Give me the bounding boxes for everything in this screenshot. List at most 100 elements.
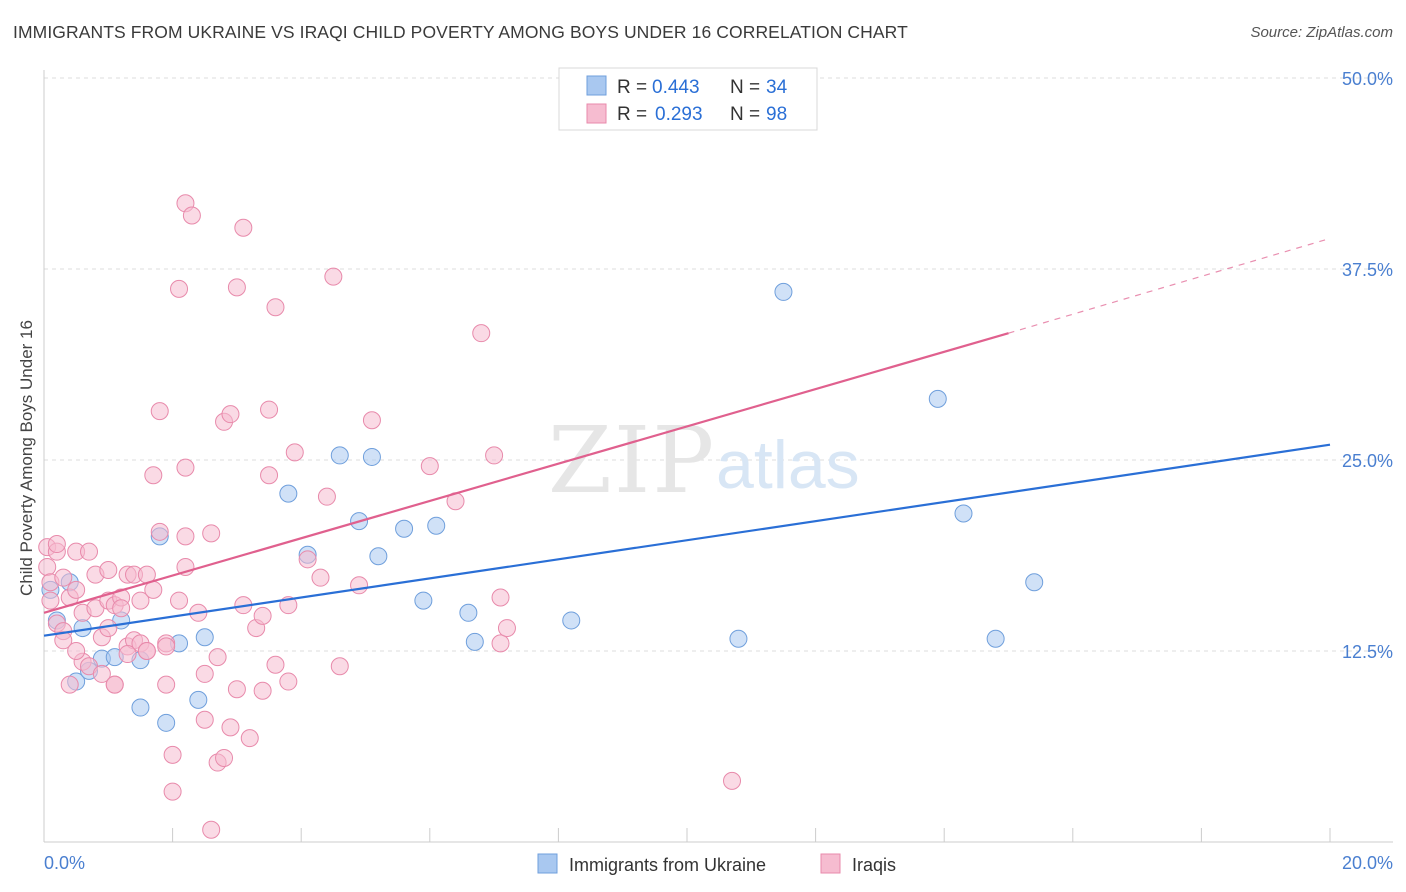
iraqi-point-66 xyxy=(227,680,246,699)
iraqi-point-45 xyxy=(157,675,176,694)
ukraine-point-25 xyxy=(459,603,478,622)
iraqi-point-92 xyxy=(491,588,510,607)
x-tick-labels: 0.0% 20.0% xyxy=(44,853,1393,873)
x-tick-label-min: 0.0% xyxy=(44,853,85,873)
iraqi-point-58 xyxy=(202,524,221,543)
iraqi-point-48 xyxy=(170,279,189,298)
y-tick-label-3: 50.0% xyxy=(1342,69,1393,89)
iraqi-point-95 xyxy=(723,771,742,790)
ukraine-point-27 xyxy=(562,611,581,630)
watermark-atlas: atlas xyxy=(716,427,860,503)
iraqi-point-85 xyxy=(330,657,349,676)
iraqi-point-65 xyxy=(221,718,240,737)
iraqi-point-76 xyxy=(266,655,285,674)
iraqi-point-75 xyxy=(260,466,279,485)
legend-r-label-iraqi: R = xyxy=(617,104,647,125)
bottom-legend-swatch-iraqi xyxy=(820,853,841,874)
iraqi-point-44 xyxy=(157,637,176,656)
bottom-legend-label-iraqi: Iraqis xyxy=(852,855,896,875)
iraqi-point-52 xyxy=(176,458,195,477)
ukraine-point-26 xyxy=(465,632,484,651)
iraqi-point-60 xyxy=(208,648,227,667)
ukraine-point-32 xyxy=(986,629,1005,648)
y-axis-label: Child Poverty Among Boys Under 16 xyxy=(17,320,36,596)
iraqi-point-1 xyxy=(38,557,57,576)
grid-lines xyxy=(44,77,1393,652)
iraqi-point-47 xyxy=(163,782,182,801)
ukraine-point-30 xyxy=(928,389,947,408)
iraqi-point-86 xyxy=(350,576,369,595)
iraqi-point-46 xyxy=(163,745,182,764)
legend-r-label-ukraine: R = xyxy=(617,77,647,98)
iraqi-point-90 xyxy=(472,324,491,343)
ukraine-point-15 xyxy=(195,628,214,647)
iraqi-point-39 xyxy=(144,466,163,485)
watermark: ZIP atlas xyxy=(548,407,860,514)
iraqi-point-87 xyxy=(362,411,381,430)
ukraine-point-21 xyxy=(369,547,388,566)
ukraine-point-22 xyxy=(395,519,414,538)
ukraine-point-24 xyxy=(414,591,433,610)
bottom-legend: Immigrants from Ukraine Iraqis xyxy=(537,853,896,875)
iraqi-point-57 xyxy=(195,710,214,729)
watermark-zip: ZIP xyxy=(548,407,716,514)
iraqi-point-96 xyxy=(118,645,137,664)
iraqi-point-63 xyxy=(215,748,234,767)
iraqi-point-97 xyxy=(67,642,86,660)
iraqi-point-70 xyxy=(240,729,259,748)
iraqi-point-26 xyxy=(105,675,124,694)
ukraine-point-9 xyxy=(131,698,150,717)
iraqi-point-42 xyxy=(150,522,169,541)
iraqi-point-80 xyxy=(285,443,304,462)
ukraine-point-12 xyxy=(157,713,176,732)
axes xyxy=(43,70,1393,843)
iraqi-point-81 xyxy=(298,550,317,569)
y-tick-label-2: 37.5% xyxy=(1342,260,1393,280)
iraqi-point-64 xyxy=(221,405,240,424)
legend-n-value-ukraine: 34 xyxy=(766,77,788,98)
bottom-legend-label-ukraine: Immigrants from Ukraine xyxy=(569,855,766,875)
iraqi-point-83 xyxy=(317,487,336,506)
ukraine-point-31 xyxy=(954,504,973,523)
iraqi-point-56 xyxy=(195,664,214,683)
iraqi-point-29 xyxy=(112,599,131,618)
legend-r-value-ukraine: 0.443 xyxy=(652,77,700,98)
iraqi-point-11 xyxy=(60,675,79,694)
iraqi-point-34 xyxy=(131,591,150,610)
ukraine-point-19 xyxy=(362,447,381,466)
ukraine-point-29 xyxy=(729,629,748,648)
chart-title: IMMIGRANTS FROM UKRAINE VS IRAQI CHILD P… xyxy=(13,22,908,42)
iraqi-point-82 xyxy=(311,568,330,587)
legend-r-value-iraqi: 0.293 xyxy=(655,104,703,125)
y-tick-label-1: 25.0% xyxy=(1342,451,1393,471)
iraqi-point-88 xyxy=(420,457,439,476)
trend-line-ukraine xyxy=(43,443,1331,637)
iraqi-point-54 xyxy=(182,206,201,225)
iraqi-point-12 xyxy=(67,580,86,599)
legend-swatch-iraqi xyxy=(586,103,607,124)
series-iraqi-points xyxy=(38,194,742,839)
ukraine-point-28 xyxy=(774,282,793,301)
ukraine-point-33 xyxy=(1025,573,1044,592)
iraqi-point-22 xyxy=(99,561,118,580)
iraqi-point-49 xyxy=(170,591,189,610)
x-tick-label-max: 20.0% xyxy=(1342,853,1393,873)
top-legend: R = 0.443 N = 34 R = 0.293 N = 98 xyxy=(558,67,818,131)
legend-n-label-ukraine: N = xyxy=(730,77,760,98)
iraqi-point-7 xyxy=(54,568,73,587)
ukraine-point-17 xyxy=(279,484,298,503)
iraqi-point-3 xyxy=(41,591,60,610)
legend-swatch-ukraine xyxy=(586,75,607,96)
iraqi-point-73 xyxy=(253,681,272,700)
source-label: Source: ZipAtlas.com xyxy=(1250,24,1393,41)
iraqi-point-21 xyxy=(92,664,111,683)
iraqi-point-93 xyxy=(491,634,510,653)
ukraine-point-23 xyxy=(427,516,446,535)
iraqi-point-67 xyxy=(227,278,246,297)
bottom-legend-swatch-ukraine xyxy=(537,853,558,874)
iraqi-point-77 xyxy=(266,298,285,317)
iraqi-point-59 xyxy=(202,820,221,839)
iraqi-point-94 xyxy=(497,619,516,638)
legend-n-label-iraqi: N = xyxy=(730,104,760,125)
